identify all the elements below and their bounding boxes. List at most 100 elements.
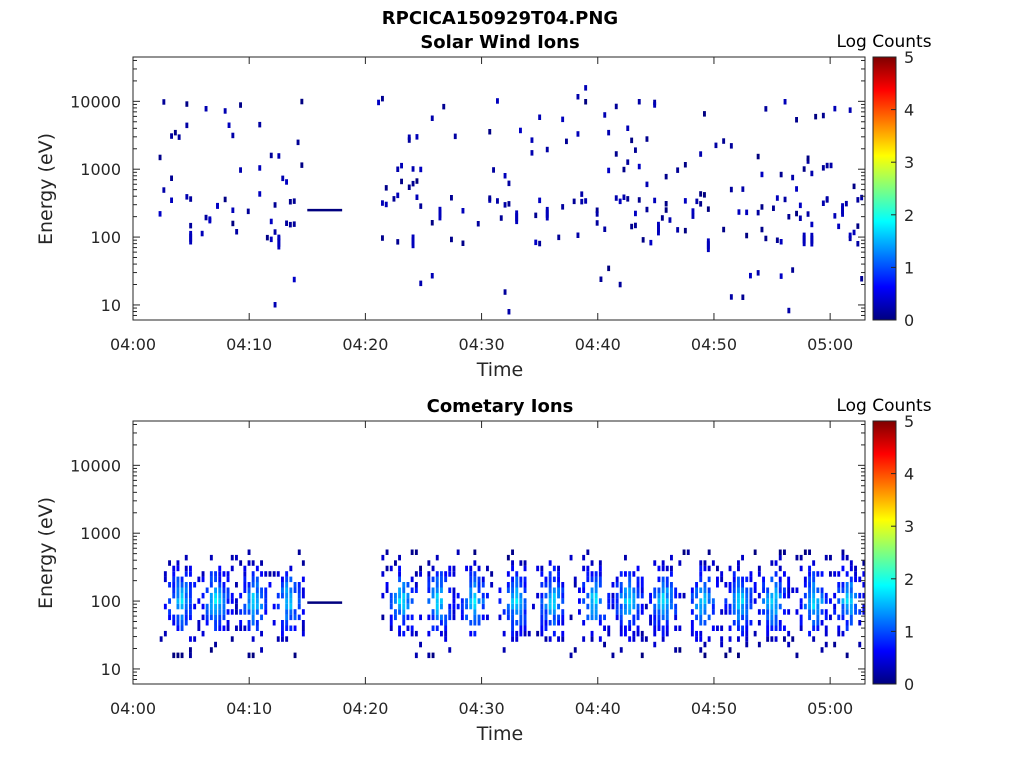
cometary-bin <box>272 620 276 626</box>
cometary-bin <box>506 582 510 588</box>
cometary-bin <box>841 565 845 572</box>
cometary-bin <box>816 614 820 621</box>
cometary-bin <box>640 652 644 659</box>
cometary-bin <box>849 582 853 588</box>
cometary-bin <box>586 603 590 610</box>
solar-wind-bin <box>584 85 588 91</box>
cometary-bin <box>506 587 510 593</box>
cometary-bin <box>523 560 527 566</box>
solar-wind-bin <box>607 265 611 272</box>
cometary-bin <box>611 652 615 659</box>
cometary-bin <box>665 592 669 599</box>
solar-wind-bin <box>415 178 419 184</box>
cometary-bin <box>469 603 473 610</box>
cometary-bin <box>778 549 782 555</box>
cometary-bin <box>481 614 485 621</box>
cometary-bin <box>590 571 594 577</box>
cometary-bin <box>649 592 652 599</box>
cometary-bin <box>749 592 753 599</box>
cometary-bin <box>799 614 803 621</box>
cometary-bin <box>816 598 820 604</box>
cometary-bin <box>766 592 770 599</box>
cometary-bin <box>728 582 732 588</box>
cometary-bin <box>741 554 744 561</box>
cometary-bin <box>260 614 263 621</box>
cometary-bin <box>440 614 443 621</box>
cometary-bin <box>222 609 226 615</box>
solar-wind-bin <box>246 208 250 215</box>
cometary-bin <box>778 565 782 572</box>
cometary-bin <box>783 587 786 593</box>
solar-wind-bin <box>821 165 825 171</box>
solar-wind-bin <box>683 162 687 168</box>
cometary-bin <box>218 571 222 577</box>
cometary-bin <box>745 630 749 637</box>
axes-frame <box>132 56 866 321</box>
cometary-bin <box>540 571 544 577</box>
cometary-bin <box>469 571 473 577</box>
cometary-bin <box>808 592 811 599</box>
cometary-bin <box>824 625 828 631</box>
cometary-bin <box>193 603 197 610</box>
cometary-bin <box>611 592 615 599</box>
solar-wind-bin <box>411 180 415 187</box>
cometary-bin <box>189 582 192 588</box>
solar-wind-bin <box>231 220 235 227</box>
cometary-bin <box>561 582 565 588</box>
cometary-bin <box>523 603 527 610</box>
cometary-bin <box>590 560 594 566</box>
cometary-bin <box>632 592 636 599</box>
cometary-bin <box>168 582 171 588</box>
solar-wind-bin <box>614 151 618 157</box>
solar-wind-bin <box>645 136 649 142</box>
solar-wind-bin <box>791 267 795 273</box>
cometary-bin <box>490 582 494 588</box>
solar-wind-bin <box>664 173 668 180</box>
cometary-bin <box>770 636 774 642</box>
panel-solar-wind-ions: Solar Wind Ions 04:00 04:10 04:20 04:30 04:4… <box>35 32 932 381</box>
cometary-bin <box>239 560 243 566</box>
cometary-bin <box>519 576 523 583</box>
solar-wind-bin <box>622 166 626 173</box>
solar-wind-bin <box>565 138 568 145</box>
solar-wind-bin <box>177 134 181 140</box>
cometary-bin <box>586 549 590 555</box>
cometary-bin <box>465 598 468 604</box>
cometary-bin <box>678 592 682 599</box>
cometary-bin <box>452 598 456 604</box>
cometary-bin <box>774 571 778 577</box>
figure-title: RPCICA150929T04.PNG <box>382 8 618 29</box>
cometary-bin <box>732 592 736 599</box>
solar-wind-bin <box>856 197 860 203</box>
cometary-bin <box>766 614 770 621</box>
colorbar-gradient <box>872 420 897 685</box>
solar-wind-bin <box>185 101 189 107</box>
cometary-bin <box>644 603 648 610</box>
cometary-bin <box>628 582 632 588</box>
cometary-bin <box>172 592 176 599</box>
cometary-bin <box>707 549 711 555</box>
cometary-bin <box>289 614 293 621</box>
cometary-bin <box>824 614 828 621</box>
cometary-bin <box>435 571 439 577</box>
cometary-bin <box>222 603 226 610</box>
cometary-bin <box>385 587 389 593</box>
y-tick-label: 1000 <box>80 524 121 543</box>
cometary-bin <box>381 614 385 621</box>
cometary-bin <box>486 614 489 621</box>
cometary-bin <box>824 609 828 615</box>
cometary-bin <box>260 587 263 593</box>
cometary-bin <box>808 565 811 572</box>
cometary-bin <box>519 614 523 621</box>
cometary-bin <box>628 620 632 626</box>
solar-wind-bin <box>534 212 538 219</box>
cometary-bin <box>778 587 782 593</box>
cometary-bin <box>498 614 502 621</box>
cometary-bin <box>753 598 757 604</box>
cometary-bin <box>519 592 523 599</box>
cometary-bin <box>477 620 481 626</box>
cometary-bin <box>699 576 703 583</box>
cometary-bin <box>824 592 828 599</box>
solar-wind-bin <box>614 103 618 110</box>
cometary-bin <box>820 592 824 599</box>
